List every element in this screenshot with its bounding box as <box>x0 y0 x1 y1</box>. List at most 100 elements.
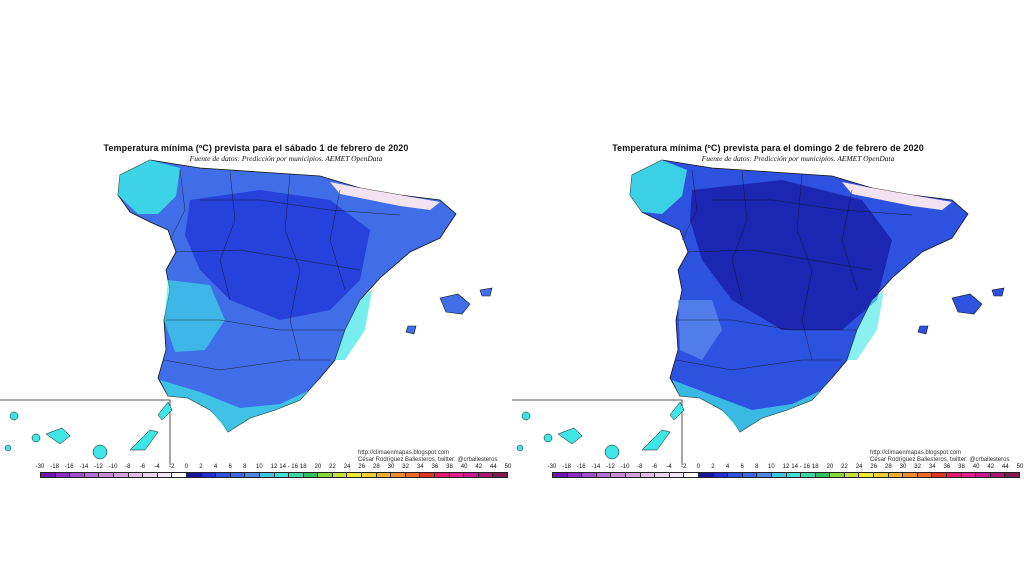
scale-tick-label: 10 <box>256 464 263 470</box>
credit-url: http://climaenmapas.blogspot.com <box>870 450 962 456</box>
scale-tick-label: 2 <box>711 464 715 470</box>
scale-swatch <box>420 473 436 477</box>
scale-tick-label: 26 <box>870 464 878 470</box>
scale-swatch <box>1005 473 1019 477</box>
balearic-islands <box>439 293 471 315</box>
scale-swatch <box>449 473 465 477</box>
interior-cold-zone <box>690 180 892 330</box>
scale-tick-label: 4 <box>213 464 218 470</box>
scale-swatch <box>274 473 290 477</box>
color-scale-bar <box>40 472 508 478</box>
scale-swatch <box>332 473 348 477</box>
scale-swatch <box>143 473 158 477</box>
forecast-panel-sunday: Temperatura mínima (ºC) prevista para el… <box>512 0 1024 576</box>
scale-swatch <box>903 473 918 477</box>
color-scale-labels: -30 -18 -16 -14 -12 -10 -8 -6 -4 -2 0 2 4 6 8 10 12 14 - … <box>36 464 512 473</box>
scale-swatch <box>186 473 202 477</box>
scale-tick-label: 30 <box>387 464 395 470</box>
temperature-map <box>0 159 493 465</box>
canary-inset-frame <box>512 399 683 465</box>
scale-tick-label: 36 <box>431 464 439 470</box>
scale-tick-label: 42 <box>475 464 483 470</box>
scale-swatch <box>216 473 231 477</box>
scale-swatch <box>55 473 71 477</box>
scale-tick-label: 4 <box>725 464 730 470</box>
scale-swatch <box>888 473 904 477</box>
scale-tick-label: 6 <box>740 464 744 470</box>
scale-swatch <box>245 473 260 477</box>
scale-swatch <box>405 473 421 477</box>
scale-tick-label: -10 <box>108 464 118 470</box>
south-coast-zone <box>160 378 320 432</box>
scale-tick-label: 42 <box>987 464 995 470</box>
scale-swatch <box>757 473 772 477</box>
scale-tick-label: -30 <box>35 464 45 470</box>
map-title: Temperatura mínima (ºC) prevista para el… <box>612 143 924 153</box>
scale-swatch <box>801 473 816 477</box>
scale-tick-label: 44 <box>1002 464 1009 470</box>
scale-tick-label: 2 <box>199 464 203 470</box>
scale-swatch <box>947 473 962 477</box>
interior-cold-zone <box>185 190 370 320</box>
color-scale-labels: -30 -18 -16 -14 -12 -10 -8 -6 -4 -2 0 2 4 6 8 10 12 14 - … <box>548 464 1024 473</box>
scale-swatch <box>582 473 597 477</box>
scale-swatch <box>742 473 758 477</box>
scale-tick-label: -4 <box>154 464 160 470</box>
scale-tick-label: -16 <box>576 464 586 470</box>
scale-tick-label: -14 <box>591 464 601 470</box>
scale-tick-label: -14 <box>79 464 89 470</box>
scale-swatch <box>625 473 641 477</box>
scale-swatch <box>830 473 845 477</box>
scale-tick-label: -16 <box>64 464 74 470</box>
scale-tick-label: 34 <box>416 464 424 470</box>
scale-tick-label: 50 <box>1016 464 1024 470</box>
scale-tick-label: -12 <box>606 464 615 470</box>
scale-tick-label: 40 <box>460 464 468 470</box>
scale-tick-label: 32 <box>402 464 409 470</box>
credit-author: César Rodríguez Ballesteros, twitter: @c… <box>358 457 498 463</box>
temperature-map <box>512 159 1005 465</box>
scale-swatch <box>669 473 685 477</box>
scale-swatch <box>961 473 977 477</box>
canary-inset-frame <box>0 399 171 465</box>
scale-swatch <box>728 473 743 477</box>
scale-swatch <box>859 473 875 477</box>
scale-tick-label: 18 <box>811 464 819 470</box>
scale-tick-label: -6 <box>651 464 658 470</box>
data-source-note: Fuente de datos: Predicción por municipi… <box>701 154 895 163</box>
galicia-coast-zone <box>118 160 180 214</box>
scale-swatch <box>362 473 377 477</box>
scale-tick-label: -18 <box>562 464 571 470</box>
scale-tick-label: -8 <box>637 464 643 470</box>
scale-swatch <box>990 473 1006 477</box>
scale-swatch <box>230 473 246 477</box>
scale-swatch <box>172 473 187 477</box>
scale-swatch <box>478 473 494 477</box>
east-coast-zone <box>847 290 884 360</box>
scale-swatch <box>289 473 304 477</box>
scale-tick-label: 18 <box>299 464 307 470</box>
scale-tick-label: 0 <box>696 464 700 470</box>
scale-tick-label: 36 <box>943 464 951 470</box>
scale-swatch <box>391 473 406 477</box>
scale-swatch <box>640 473 656 477</box>
credit-author: César Rodríguez Ballesteros, twitter: @c… <box>870 457 1010 463</box>
scale-tick-label: 12 <box>270 464 278 470</box>
scale-tick-label: 14 - 16 <box>791 464 810 470</box>
color-scale-bar <box>552 472 1020 478</box>
west-mild-zone <box>678 300 722 360</box>
scale-swatch <box>655 473 670 477</box>
scale-tick-label: 50 <box>504 464 512 470</box>
scale-tick-label: 20 <box>314 464 322 470</box>
balearic-islands <box>951 293 983 315</box>
galicia-coast-zone <box>630 160 687 214</box>
scale-tick-label: 8 <box>243 464 247 470</box>
scale-tick-label: 28 <box>373 464 380 470</box>
scale-tick-label: 44 <box>490 464 497 470</box>
scale-swatch <box>259 473 275 477</box>
scale-swatch <box>318 473 333 477</box>
scale-swatch <box>201 473 217 477</box>
scale-swatch <box>70 473 85 477</box>
scale-tick-label: -10 <box>620 464 630 470</box>
scale-swatch <box>567 473 583 477</box>
